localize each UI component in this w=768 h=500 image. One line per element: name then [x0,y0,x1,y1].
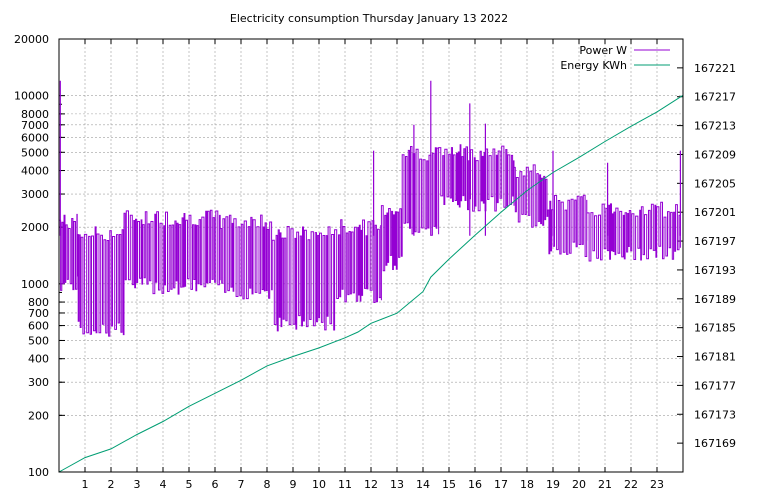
y-left-tick-label: 1000 [21,278,49,291]
legend-label: Energy KWh [560,59,627,72]
x-tick-label: 8 [264,478,271,491]
energy-series-line [58,94,684,473]
y-right-tick-label: 167213 [694,120,736,133]
y-left-tick-label: 2000 [21,221,49,234]
y-right-tick-label: 167209 [694,148,736,161]
y-left-tick-label: 700 [28,307,49,320]
y-left-tick-label: 300 [28,376,49,389]
y-right-tick-label: 167173 [694,408,736,421]
x-tick-label: 20 [572,478,586,491]
x-tick-label: 12 [364,478,378,491]
x-tick-label: 6 [212,478,219,491]
y-left-tick-label: 8000 [21,108,49,121]
y-right-tick-label: 167197 [694,235,736,248]
y-left-tick-label: 3000 [21,188,49,201]
x-tick-label: 10 [312,478,326,491]
y-right-tick-label: 167181 [694,351,736,364]
x-tick-label: 17 [494,478,508,491]
x-tick-label: 19 [546,478,560,491]
y-left-tick-label: 100 [28,466,49,479]
x-axis-ticks: 1 2 3 4 5 6 7 8 9 10 11 12 13 14 15 16 17 18 19 20 21 22 23 [82,39,664,491]
x-tick-label: 23 [650,478,664,491]
x-tick-label: 11 [338,478,352,491]
x-tick-label: 2 [108,478,115,491]
y-left-tick-label: 10000 [14,90,49,103]
y-right-tick-label: 167217 [694,91,736,104]
y-right-tick-label: 167201 [694,206,736,219]
x-tick-label: 18 [520,478,534,491]
x-tick-label: 1 [82,478,89,491]
x-tick-label: 21 [598,478,612,491]
x-tick-label: 16 [468,478,482,491]
x-tick-label: 7 [238,478,245,491]
y-left-tick-label: 800 [28,296,49,309]
y-right-tick-label: 167185 [694,322,736,335]
y-right-tick-label: 167193 [694,264,736,277]
y-axis-right-ticks: 167169 167173 167177 167181 167185 167189 1671… [677,62,736,450]
x-tick-label: 5 [186,478,193,491]
y-right-tick-label: 167221 [694,62,736,75]
x-tick-label: 4 [160,478,167,491]
y-left-tick-label: 5000 [21,146,49,159]
y-left-tick-label: 600 [28,320,49,333]
x-tick-label: 13 [390,478,404,491]
x-tick-label: 9 [290,478,297,491]
plot-frame [58,38,684,473]
x-tick-label: 22 [624,478,638,491]
y-right-tick-label: 167177 [694,379,736,392]
y-right-tick-label: 167205 [694,177,736,190]
y-left-tick-label: 6000 [21,131,49,144]
legend-label: Power W [579,44,627,57]
x-tick-label: 3 [134,478,141,491]
series-group [58,80,684,473]
x-tick-label: 15 [442,478,456,491]
y-left-tick-label: 200 [28,409,49,422]
y-left-tick-label: 7000 [21,119,49,132]
x-tick-label: 14 [416,478,430,491]
chart-title: Electricity consumption Thursday January… [230,12,508,25]
y-right-tick-label: 167189 [694,293,736,306]
y-left-tick-label: 400 [28,353,49,366]
power-series-line [59,144,681,337]
y-left-tick-label: 20000 [14,33,49,46]
y-left-tick-label: 4000 [21,165,49,178]
legend: Power W Energy KWh [560,44,670,72]
y-right-tick-label: 167169 [694,437,736,450]
y-left-tick-label: 500 [28,334,49,347]
